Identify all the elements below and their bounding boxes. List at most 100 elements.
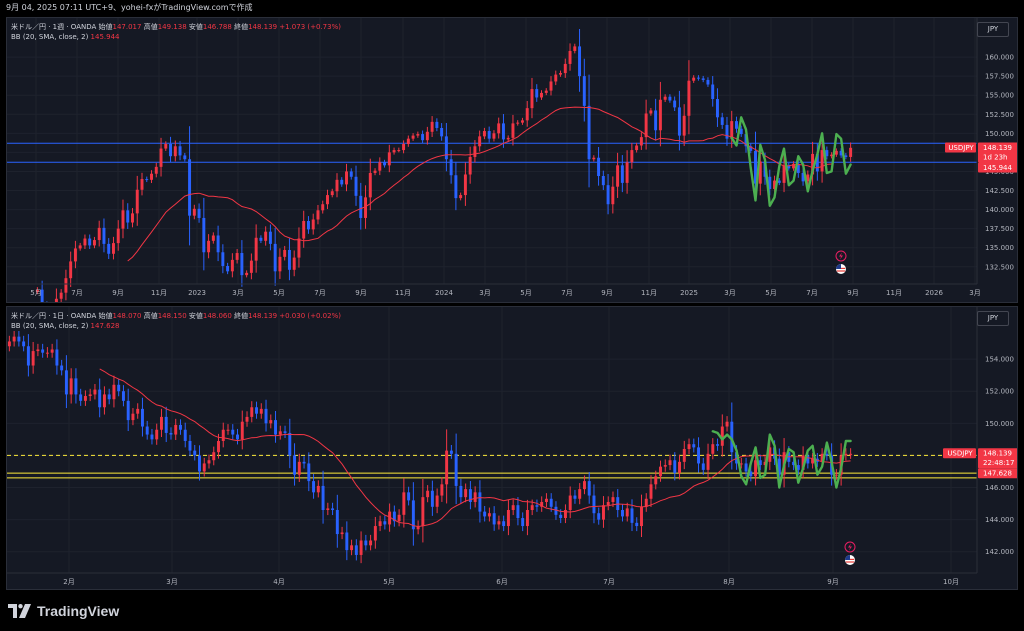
daily-x-tick-label: 3月 (166, 578, 177, 586)
daily-candle (754, 460, 758, 477)
weekly-chart-svg[interactable]: 160.000157.500155.000152.500150.000147.5… (7, 18, 1017, 302)
daily-candle (825, 453, 829, 456)
weekly-candle (188, 159, 192, 216)
lightning-icon (835, 250, 847, 262)
weekly-candle (435, 121, 439, 128)
daily-candle (820, 453, 824, 462)
daily-candle (464, 489, 468, 498)
weekly-chart-panel[interactable]: 160.000157.500155.000152.500150.000147.5… (6, 17, 1018, 303)
weekly-candle (311, 219, 315, 230)
weekly-y-tick-label: 160.000 (985, 54, 1014, 62)
daily-candle (730, 421, 734, 453)
weekly-x-tick-label: 3月 (724, 289, 735, 297)
weekly-x-tick-label: 5月 (273, 289, 284, 297)
daily-candle (131, 413, 135, 421)
daily-x-tick-label: 6月 (496, 578, 507, 586)
weekly-x-tick-label: 11月 (641, 289, 657, 297)
weekly-candle (525, 108, 529, 121)
daily-candle (88, 394, 92, 397)
weekly-candle (221, 252, 225, 266)
daily-candle (606, 501, 610, 506)
daily-candle (150, 434, 154, 440)
weekly-candle (535, 89, 539, 98)
daily-candle (716, 444, 720, 446)
daily-bb-tag (978, 468, 1017, 479)
daily-candle (487, 513, 491, 517)
weekly-candle (540, 92, 543, 98)
weekly-candle (663, 96, 667, 100)
daily-candle (602, 505, 605, 520)
weekly-candle (478, 136, 482, 147)
daily-candle (502, 521, 506, 527)
weekly-candle (35, 289, 39, 292)
daily-candle (711, 444, 715, 454)
weekly-x-tick-label: 7月 (71, 289, 82, 297)
weekly-candle (849, 147, 853, 157)
weekly-candle (425, 131, 429, 141)
weekly-candle (825, 150, 829, 157)
weekly-y-tick-label: 157.500 (985, 73, 1014, 81)
weekly-candle (625, 162, 629, 183)
weekly-candle (687, 80, 691, 116)
daily-candle (440, 484, 444, 496)
weekly-x-tick-label: 7月 (314, 289, 325, 297)
weekly-candle (287, 249, 291, 270)
daily-candle (140, 408, 144, 427)
daily-candle (397, 514, 401, 522)
weekly-close-label: 終値 (234, 23, 249, 31)
weekly-price-tag-value: 148.139 (983, 144, 1012, 152)
daily-candle (544, 498, 548, 502)
weekly-candle (611, 186, 615, 205)
weekly-bb-line (127, 106, 832, 262)
daily-candle (492, 513, 496, 525)
daily-candle (240, 421, 244, 440)
us-flag-icon (845, 555, 855, 565)
daily-candle (568, 495, 572, 510)
daily-chart-panel[interactable]: 154.000152.000150.000148.000146.000144.0… (6, 306, 1018, 590)
daily-y-tick-label: 146.000 (985, 484, 1014, 492)
weekly-candle (839, 150, 843, 156)
daily-candle (535, 505, 539, 507)
daily-candle (697, 447, 701, 464)
weekly-candle (649, 110, 653, 114)
weekly-x-tick-label: 3月 (232, 289, 243, 297)
weekly-candle (487, 131, 491, 139)
daily-currency-button[interactable]: JPY (977, 311, 1009, 326)
daily-indicator-legend[interactable]: BB (20, SMA, close, 2) 147.628 (11, 322, 120, 330)
tradingview-logo[interactable]: TradingView (8, 601, 119, 621)
weekly-candle (544, 90, 548, 93)
weekly-indicator-legend[interactable]: BB (20, SMA, close, 2) 145.944 (11, 33, 120, 41)
weekly-candle (777, 180, 781, 183)
daily-ohlc-legend: 米ドル／円 · 1日 · OANDA 始値148.070 高値148.150 安… (11, 311, 341, 321)
weekly-x-tick-label: 11月 (886, 289, 902, 297)
weekly-annotation-curve (730, 116, 852, 207)
daily-candle (293, 455, 297, 475)
daily-candle (578, 489, 582, 499)
weekly-indicator-value: 145.944 (90, 33, 120, 41)
weekly-candle (492, 133, 496, 139)
weekly-candle (297, 238, 301, 258)
daily-candle (473, 492, 477, 502)
daily-chart-svg[interactable]: 154.000152.000150.000148.000146.000144.0… (7, 307, 1017, 589)
daily-candle (117, 384, 121, 392)
daily-candle (226, 429, 230, 431)
daily-candle (673, 460, 677, 474)
weekly-candle (169, 143, 173, 157)
daily-candle (12, 336, 16, 342)
daily-close-label: 終値 (234, 312, 249, 320)
daily-candle (22, 341, 26, 347)
daily-change-value: +0.030 (+0.02%) (279, 312, 341, 320)
weekly-candle (178, 146, 182, 156)
daily-price-tag-countdown: 22:48:17 (983, 459, 1014, 467)
daily-candle (678, 461, 681, 474)
weekly-currency-button[interactable]: JPY (977, 22, 1009, 37)
weekly-candle (111, 243, 115, 254)
daily-candle (421, 497, 425, 527)
daily-candle (193, 450, 197, 456)
daily-candle (259, 408, 263, 414)
daily-candle (7, 341, 11, 347)
weekly-candle (145, 179, 149, 181)
daily-candle (41, 349, 45, 353)
weekly-price-tag (978, 142, 1017, 163)
daily-candle (402, 492, 406, 515)
